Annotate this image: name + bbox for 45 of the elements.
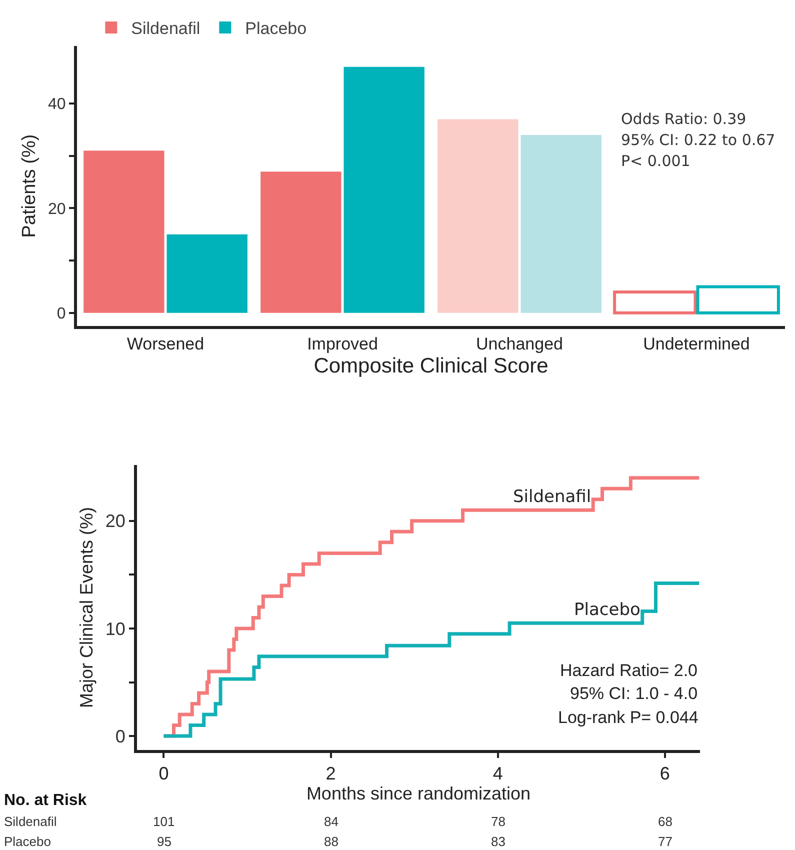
x-tick-label: 2 <box>326 764 336 784</box>
bar <box>84 150 164 313</box>
bar <box>260 172 342 313</box>
x-axis-title: Composite Clinical Score <box>314 354 548 378</box>
text: 84 <box>324 814 338 829</box>
y-axis-title: Major Clinical Events (%) <box>76 506 97 708</box>
annotation: 95% CI: 0.22 to 0.67 <box>621 131 776 149</box>
text: Placebo <box>4 834 51 849</box>
bar <box>438 119 518 313</box>
text: 83 <box>491 834 506 849</box>
text: 68 <box>658 814 672 829</box>
text: 78 <box>491 814 506 829</box>
annotation: Log-rank P= 0.044 <box>558 708 698 727</box>
annotation: Odds Ratio: 0.39 <box>621 110 746 128</box>
x-tick-label: Worsened <box>126 334 204 354</box>
text: Sildenafil <box>4 814 57 829</box>
y-tick-label: 20 <box>105 511 126 532</box>
bar <box>166 234 248 313</box>
x-tick-label: Improved <box>307 334 378 354</box>
bar <box>520 134 602 313</box>
y-tick-label: 10 <box>105 618 126 639</box>
text: No. at Risk <box>4 792 87 809</box>
y-tick-label: 0 <box>56 306 66 323</box>
annotation: 95% CI: 1.0 - 4.0 <box>570 684 698 703</box>
x-axis-title: Months since randomization <box>306 784 531 804</box>
y-tick-label: 20 <box>48 200 66 218</box>
y-tick-label: 40 <box>48 96 66 114</box>
text: 77 <box>658 834 672 849</box>
y-tick-label: 0 <box>115 726 126 746</box>
annotation: P< 0.001 <box>621 152 690 170</box>
series-label: Placebo <box>574 600 640 620</box>
x-tick-label: 6 <box>660 764 670 784</box>
annotation: Hazard Ratio= 2.0 <box>560 661 698 680</box>
x-tick-label: Unchanged <box>476 334 563 354</box>
y-axis-title: Patients (%) <box>18 134 40 238</box>
text: 101 <box>153 814 175 829</box>
x-tick-label: 0 <box>158 764 169 784</box>
bar <box>344 66 424 313</box>
text: 88 <box>324 834 338 849</box>
x-tick-label: 4 <box>492 764 503 784</box>
series-label: Sildenafil <box>513 487 592 507</box>
legend-label: Placebo <box>245 19 307 38</box>
x-tick-label: Undetermined <box>643 334 750 354</box>
text: 95 <box>157 834 172 849</box>
legend-label: Sildenafil <box>131 19 200 38</box>
